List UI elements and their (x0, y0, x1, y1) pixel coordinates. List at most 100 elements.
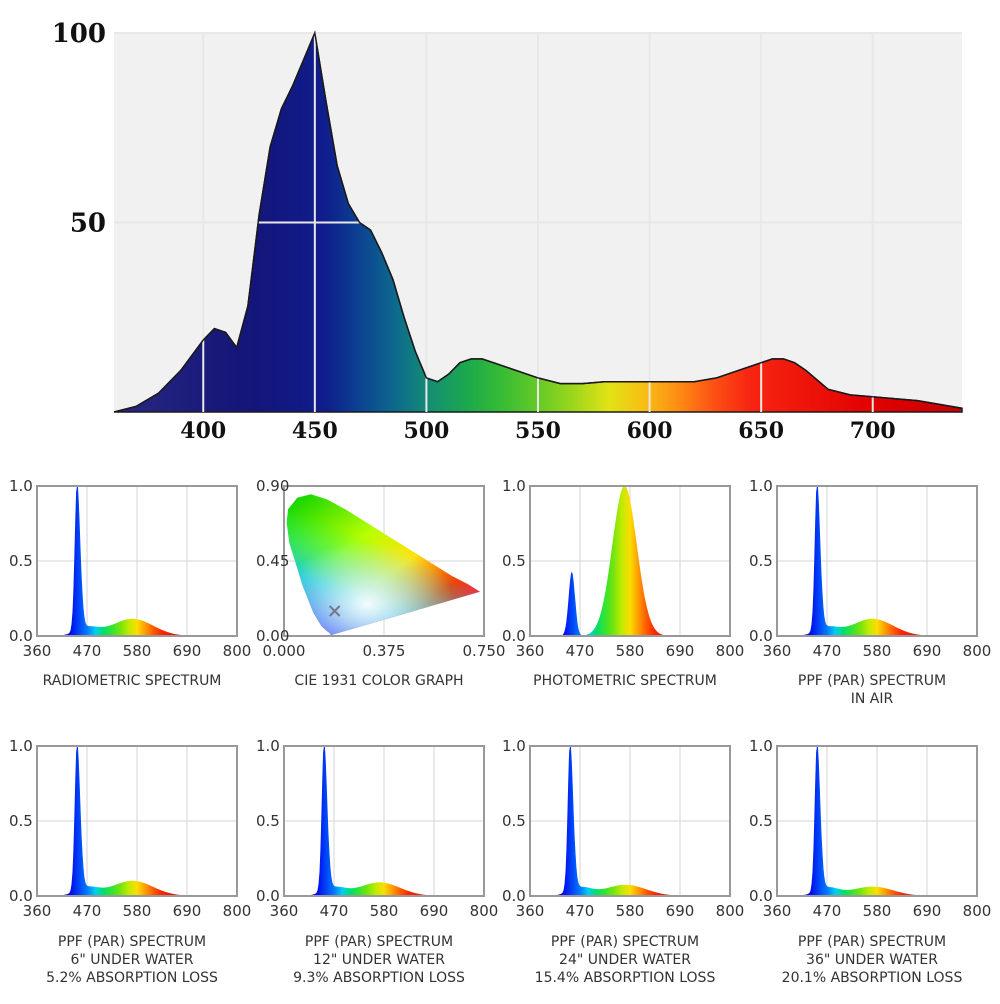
mini-x-tick-label: 800 (963, 902, 992, 920)
mini-y-tick-label: 1.0 (502, 477, 526, 495)
mini-x-tick-label: 690 (173, 902, 202, 920)
mini-x-tick-label: 470 (73, 642, 102, 660)
main-x-tick-label: 400 (180, 418, 226, 444)
mini-x-tick-label: 360 (763, 642, 792, 660)
mini-y-tick-label: 0.0 (256, 887, 280, 905)
mini-x-tick-label: 580 (370, 902, 399, 920)
mini-y-tick-label: 0.5 (502, 552, 526, 570)
mini-y-tick-label: 0.0 (502, 887, 526, 905)
mini-plot-frame (776, 745, 978, 897)
mini-spectrum-area (37, 746, 237, 896)
mini-y-tick-label: 0.5 (749, 812, 773, 830)
main-x-tick-label: 650 (738, 418, 784, 444)
mini-plot-frame (529, 485, 731, 637)
mini-chart-caption: 12" UNDER WATER (313, 952, 445, 968)
mini-spectrum-area (530, 746, 730, 896)
mini-y-tick-label: 1.0 (9, 737, 33, 755)
mini-x-tick-label: 360 (516, 902, 545, 920)
mini-y-tick-label: 0.0 (9, 887, 33, 905)
mini-chart-6: 360 470 580 690 800 1.0 0.5 0.0 PPF (PAR) SPECTR… (256, 737, 498, 986)
mini-chart-caption: CIE 1931 COLOR GRAPH (294, 673, 463, 689)
mini-y-tick-label: 0.0 (9, 627, 33, 645)
mini-chart-caption: IN AIR (851, 691, 894, 707)
mini-chart-caption: PHOTOMETRIC SPECTRUM (533, 673, 717, 689)
mini-chart-caption: 9.3% ABSORPTION LOSS (293, 970, 465, 986)
main-x-tick-label: 700 (850, 418, 896, 444)
mini-chart-caption: 36" UNDER WATER (806, 952, 938, 968)
mini-y-tick-label: 0.0 (749, 627, 773, 645)
mini-chart-caption: 20.1% ABSORPTION LOSS (782, 970, 963, 986)
mini-spectrum-area (777, 486, 977, 636)
mini-x-tick-label: 580 (616, 642, 645, 660)
mini-plot-frame (529, 745, 731, 897)
mini-x-tick-label: 690 (173, 642, 202, 660)
mini-x-tick-label: 470 (566, 642, 595, 660)
mini-y-tick-label: 0.0 (749, 887, 773, 905)
mini-x-tick-label: 470 (320, 902, 349, 920)
mini-x-tick-label: 470 (813, 642, 842, 660)
mini-x-tick-label: 690 (913, 642, 942, 660)
mini-y-tick-label: 0.90 (256, 477, 289, 495)
mini-x-tick-label: 690 (666, 642, 695, 660)
mini-x-tick-label: 690 (420, 902, 449, 920)
mini-y-tick-label: 0.5 (256, 812, 280, 830)
mini-plot-frame (36, 485, 238, 637)
mini-plot-frame (36, 745, 238, 897)
mini-x-tick-label: 0.000 (263, 642, 306, 660)
mini-x-tick-label: 0.375 (363, 642, 406, 660)
mini-y-tick-label: 0.00 (256, 627, 289, 645)
mini-y-tick-label: 1.0 (256, 737, 280, 755)
mini-y-tick-label: 0.45 (256, 552, 289, 570)
mini-chart-caption: PPF (PAR) SPECTRUM (551, 934, 699, 950)
mini-x-tick-label: 470 (566, 902, 595, 920)
mini-chart-8: 360 470 580 690 800 1.0 0.5 0.0 PPF (PAR) SPECTR… (749, 737, 991, 986)
mini-spectrum-area (530, 486, 730, 636)
mini-chart-7: 360 470 580 690 800 1.0 0.5 0.0 PPF (PAR) SPECTR… (502, 737, 744, 986)
mini-spectrum-area (37, 486, 237, 636)
mini-chart-1: 360 470 580 690 800 1.0 0.5 0.0 RADIOMETRIC SPEC… (9, 477, 251, 689)
mini-chart-caption: 5.2% ABSORPTION LOSS (46, 970, 218, 986)
main-x-tick-label: 600 (627, 418, 673, 444)
mini-plot-frame (283, 485, 485, 637)
mini-chart-caption: PPF (PAR) SPECTRUM (798, 673, 946, 689)
mini-chart-2: 0.000 0.375 0.750 0.90 0.45 0.00 CIE 1931 COLO… (256, 477, 505, 689)
main-y-tick-label: 50 (70, 209, 106, 239)
mini-x-tick-label: 800 (223, 642, 252, 660)
mini-x-tick-label: 580 (616, 902, 645, 920)
mini-y-tick-label: 0.5 (502, 812, 526, 830)
mini-x-tick-label: 800 (716, 902, 745, 920)
mini-y-tick-label: 0.5 (749, 552, 773, 570)
mini-y-tick-label: 0.0 (502, 627, 526, 645)
main-x-tick-label: 550 (515, 418, 561, 444)
mini-y-tick-label: 0.5 (9, 552, 33, 570)
mini-plot-frame (776, 485, 978, 637)
cie-point-marker (328, 605, 341, 617)
mini-chart-caption: 6" UNDER WATER (70, 952, 193, 968)
mini-x-tick-label: 360 (23, 642, 52, 660)
main-spectrum-chart: 400 450 500 550 600 650 700 100 50 (52, 19, 963, 444)
main-x-tick-label: 500 (403, 418, 449, 444)
mini-chart-3: 360 470 580 690 800 1.0 0.5 0.0 PHOTOMETRIC SPEC… (502, 477, 744, 689)
main-spectrum-line (113, 30, 963, 413)
mini-chart-5: 360 470 580 690 800 1.0 0.5 0.0 PPF (PAR) SPECTR… (9, 737, 251, 986)
mini-x-tick-label: 800 (223, 902, 252, 920)
cie-gamut-white (286, 494, 480, 636)
mini-x-tick-label: 0.750 (463, 642, 506, 660)
mini-x-tick-label: 360 (763, 902, 792, 920)
mini-chart-caption: PPF (PAR) SPECTRUM (58, 934, 206, 950)
mini-x-tick-label: 690 (666, 902, 695, 920)
mini-x-tick-label: 800 (716, 642, 745, 660)
mini-x-tick-label: 690 (913, 902, 942, 920)
mini-chart-caption: PPF (PAR) SPECTRUM (305, 934, 453, 950)
main-x-tick-label: 450 (292, 418, 338, 444)
mini-y-tick-label: 1.0 (502, 737, 526, 755)
mini-chart-caption: 15.4% ABSORPTION LOSS (535, 970, 716, 986)
mini-x-tick-label: 580 (863, 642, 892, 660)
mini-x-tick-label: 580 (863, 902, 892, 920)
mini-chart-4: 360 470 580 690 800 1.0 0.5 0.0 PPF (PAR) SPECTR… (749, 477, 991, 707)
mini-x-tick-label: 580 (123, 642, 152, 660)
main-y-tick-label: 100 (52, 19, 106, 49)
mini-y-tick-label: 1.0 (9, 477, 33, 495)
mini-y-tick-label: 1.0 (749, 477, 773, 495)
